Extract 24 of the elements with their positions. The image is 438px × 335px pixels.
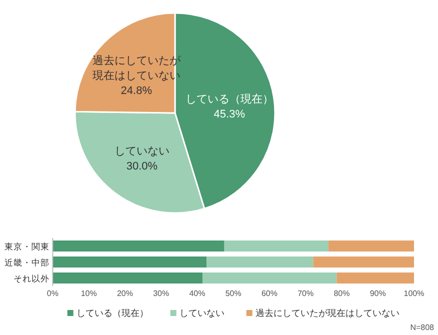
slice-label: している（現在） (185, 93, 274, 106)
x-tick-label: 80% (334, 289, 350, 298)
x-tick-label: 10% (80, 289, 97, 298)
x-tick-label: 70% (298, 289, 314, 298)
y-tick-label: 東京・関東 (4, 242, 50, 252)
data-label: 24.8% (120, 84, 152, 97)
y-tick-label: それ以外 (14, 274, 50, 284)
text: N=808 (410, 323, 435, 332)
x-tick-label: 100% (404, 289, 424, 298)
x-tick-label: 60% (261, 289, 278, 298)
x-tick-label: 90% (370, 289, 386, 298)
x-tick-label: 0% (46, 289, 58, 298)
x-tick-label: 20% (116, 289, 133, 298)
y-tick-label: 近畿・中部 (4, 258, 50, 268)
data-label: 30.0% (126, 160, 158, 173)
data-label: 45.3% (214, 108, 246, 120)
legend-label: している（現在） (76, 308, 148, 318)
x-tick-label: 40% (189, 289, 206, 298)
legend-label: していない (179, 308, 224, 318)
legend-label: 過去にしていたが現在はしていない (255, 308, 400, 318)
slice-label: 過去にしていたが現在はしていない (92, 54, 182, 82)
slice-label: していない (114, 146, 170, 158)
x-tick-label: 30% (153, 289, 170, 298)
x-tick-label: 50% (225, 289, 242, 298)
